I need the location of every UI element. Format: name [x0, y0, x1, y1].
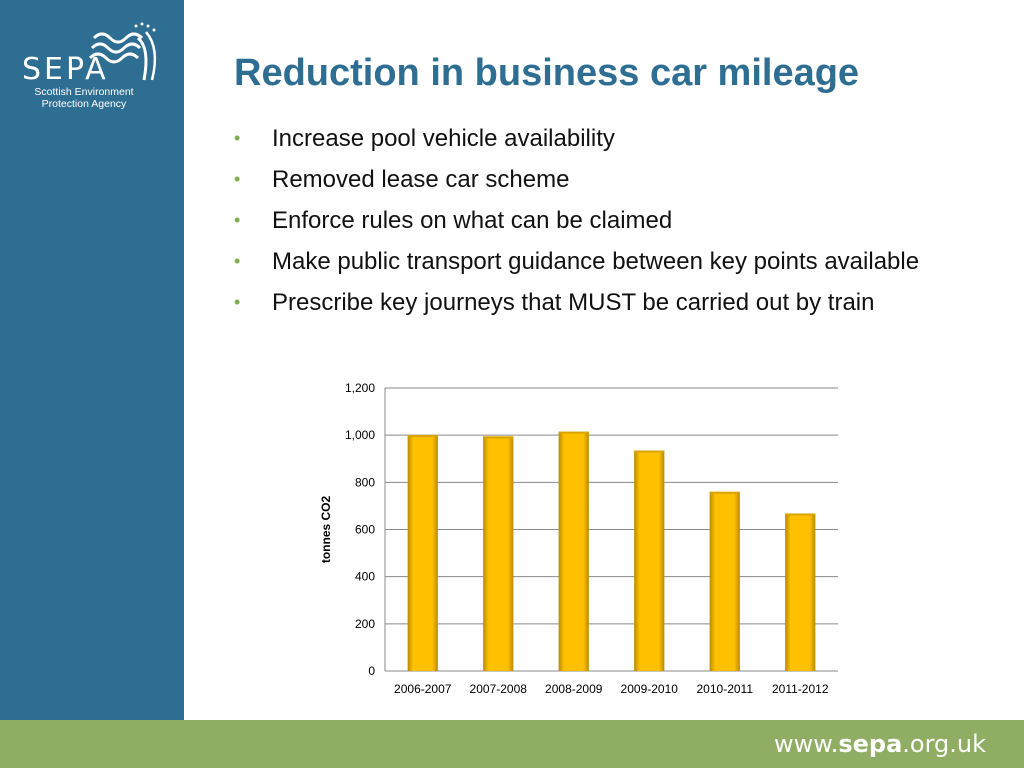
bullet-text: Prescribe key journeys that MUST be carr… — [272, 289, 875, 316]
y-tick-label: 1,200 — [345, 381, 375, 395]
bullet-text: Increase pool vehicle availability — [272, 125, 615, 152]
slide-title: Reduction in business car mileage — [234, 52, 860, 94]
y-tick-label: 200 — [355, 617, 375, 631]
x-tick-label: 2009-2010 — [621, 682, 679, 696]
x-tick-label: 2007-2008 — [470, 682, 528, 696]
bar-2010-2011 — [709, 491, 740, 671]
bar-2011-2012 — [785, 513, 816, 671]
wave-logo-icon — [88, 22, 157, 81]
logo-subtitle: Scottish Environment Protection Agency — [22, 86, 146, 110]
bars — [407, 431, 816, 671]
sidebar: SEPA Scottish Environment Protection Age… — [0, 0, 184, 720]
x-tick-label: 2011-2012 — [772, 682, 829, 696]
y-axis-label: tonnes CO2 — [319, 496, 333, 564]
footer-url-suffix: .org.uk — [902, 730, 986, 758]
y-tick-label: 1,000 — [345, 428, 375, 442]
footer-bar: www.sepa.org.uk — [0, 720, 1024, 768]
x-tick-labels: 2006-2007 2007-2008 2008-2009 2009-2010 2010… — [394, 682, 829, 696]
bullet-text: Make public transport guidance between k… — [272, 248, 920, 275]
footer-url[interactable]: www.sepa.org.uk — [774, 730, 986, 758]
x-tick-label: 2006-2007 — [394, 682, 452, 696]
logo-wordmark: SEPA — [22, 52, 109, 87]
bar-2008-2009 — [558, 431, 589, 671]
bullet-text: Removed lease car scheme — [272, 166, 570, 193]
x-tick-label: 2008-2009 — [545, 682, 603, 696]
bullet-icon: • — [234, 251, 241, 271]
bullet-item: • Removed lease car scheme — [234, 163, 1004, 196]
bullet-item: • Make public transport guidance between … — [234, 245, 1004, 278]
footer-url-prefix: www. — [774, 730, 839, 758]
logo-subtitle-line1: Scottish Environment — [34, 86, 134, 98]
y-tick-label: 600 — [355, 523, 375, 537]
grid-lines — [384, 387, 838, 672]
x-tick-label: 2010-2011 — [697, 682, 754, 696]
emissions-bar-chart: 0 200 400 600 800 1,000 1,200 2006-2007 2007-20… — [319, 381, 838, 696]
bullet-icon: • — [234, 292, 241, 312]
bar-2009-2010 — [634, 450, 665, 671]
bullet-icon: • — [234, 210, 241, 230]
bullet-icon: • — [234, 169, 241, 189]
y-tick-labels: 0 200 400 600 800 1,000 1,200 — [345, 381, 375, 678]
logo-subtitle-line2: Protection Agency — [41, 98, 127, 110]
bullet-list: • Increase pool vehicle availability • Rem… — [234, 122, 1004, 327]
y-tick-label: 400 — [355, 570, 375, 584]
bullet-item: • Increase pool vehicle availability — [234, 122, 1004, 155]
y-tick-label: 800 — [355, 475, 375, 489]
footer-url-brand: sepa — [838, 730, 903, 758]
bar-2006-2007 — [407, 435, 438, 671]
bullet-text: Enforce rules on what can be claimed — [272, 207, 673, 234]
bullet-item: • Prescribe key journeys that MUST be car… — [234, 286, 1004, 319]
bullet-item: • Enforce rules on what can be claimed — [234, 204, 1004, 237]
y-tick-label: 0 — [368, 664, 375, 678]
sepa-logo: SEPA Scottish Environment Protection Age… — [18, 18, 178, 118]
bullet-icon: • — [234, 128, 241, 148]
bar-2007-2008 — [483, 436, 514, 671]
